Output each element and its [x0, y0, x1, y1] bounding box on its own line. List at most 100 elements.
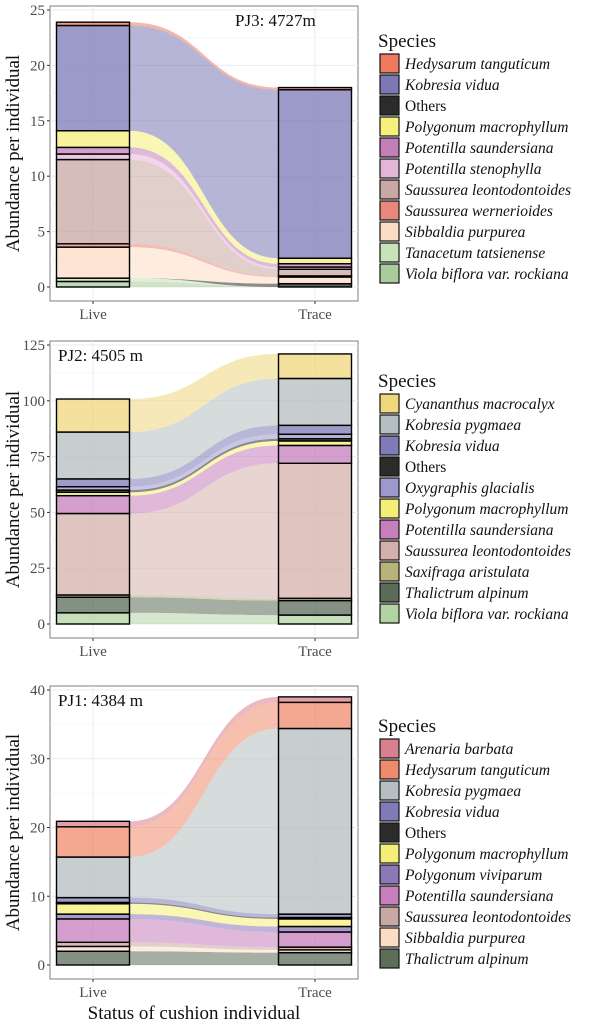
legend-label: Hedysarum tanguticum — [404, 762, 550, 779]
stratum-live-potentilla-saundersiana — [55, 918, 131, 944]
flow-kobresia-pygmaea — [129, 728, 279, 915]
legend-item: Saussurea leontodontoides — [379, 906, 571, 927]
stratum-trace-potentilla-saundersiana — [277, 931, 353, 948]
legend-swatch — [379, 906, 400, 927]
legend-label: Kobresia vidua — [404, 77, 500, 94]
legend-item: Saussurea leontodontoides — [379, 540, 571, 561]
legend-swatch — [379, 74, 400, 95]
legend-item: Kobresia pygmaea — [379, 780, 521, 801]
stratum-trace-kobresia-pygmaea — [277, 727, 353, 915]
legend-swatch — [379, 738, 400, 759]
stratum-trace-thalictrum-alpinum — [277, 599, 353, 616]
legend-item: Hedysarum tanguticum — [379, 759, 550, 780]
x-axis: Live Trace — [79, 979, 332, 1001]
legend-item: Others — [379, 95, 446, 116]
legend-item: Polygonum viviparum — [379, 864, 542, 885]
x-axis: Live Trace — [79, 301, 332, 323]
y-axis-title: Abundance per individual — [3, 391, 24, 588]
legend-swatch — [379, 582, 400, 603]
legend-label: Polygonum macrophyllum — [404, 846, 568, 863]
stratum-live-sibbaldia-purpurea — [55, 246, 131, 279]
legend-item: Viola biflora var. rockiana — [379, 603, 569, 624]
legend-swatch — [379, 540, 400, 561]
legend-swatch — [379, 477, 400, 498]
legend-label: Oxygraphis glacialis — [405, 480, 535, 497]
legend-item: Polygonum macrophyllum — [379, 498, 568, 519]
flow-arenaria-barbata — [129, 696, 279, 827]
legend-item: Thalictrum alpinum — [379, 582, 529, 603]
flow-kobresia-vidua — [129, 25, 279, 259]
stratum-trace-polygonum-macrophyllum — [277, 918, 353, 928]
legend-label: Saussurea wernerioides — [405, 203, 553, 220]
flow-polygonum-macrophyllum — [129, 903, 279, 927]
legend-label: Thalictrum alpinum — [405, 585, 529, 602]
legend-swatch — [379, 519, 400, 540]
panel-label: PJ3: 4727m — [235, 11, 316, 30]
y-axis-title: Abundance per individual — [3, 55, 24, 252]
legend-label: Tanacetum tatsienense — [405, 245, 545, 262]
stratum-trace-hedysarum-tanguticum — [277, 701, 353, 730]
legend-label: Cyananthus macrocalyx — [405, 396, 555, 413]
stratum-live-viola-biflora-var-rockiana — [55, 612, 131, 625]
legend-label: Polygonum viviparum — [404, 867, 542, 884]
flow-viola-biflora-var-rockiana — [129, 281, 279, 287]
legend-label: Saussurea leontodontoides — [405, 182, 571, 199]
y-tick-label: 15 — [30, 114, 45, 130]
legend-swatch — [379, 780, 400, 801]
legend-swatch — [379, 456, 400, 477]
legend-label: Sibbaldia purpurea — [405, 224, 526, 241]
x-axis-title: Status of cushion individual — [88, 1003, 301, 1024]
legend-item: Oxygraphis glacialis — [379, 477, 535, 498]
legend-swatch — [379, 221, 400, 242]
x-tick-label-trace: Trace — [298, 644, 332, 660]
legend-swatch — [379, 393, 400, 414]
legend-label: Others — [405, 459, 446, 476]
stratum-live-saussurea-leontodontoides — [55, 512, 131, 596]
flow-polygonum-macrophyllum — [129, 440, 279, 496]
flow-saxifraga-aristulata — [129, 594, 279, 601]
stratum-live-polygonum-macrophyllum — [55, 903, 131, 915]
y-tick-label: 10 — [30, 169, 45, 185]
flow-hedysarum-tanguticum — [129, 702, 279, 858]
stratum-live-kobresia-pygmaea — [55, 856, 131, 899]
stratum-trace-potentilla-saundersiana — [277, 444, 353, 464]
legend-item: Kobresia vidua — [379, 74, 500, 95]
legend-label: Kobresia pygmaea — [404, 417, 521, 434]
stratum-trace-kobresia-vidua — [277, 89, 353, 259]
legend-label: Sibbaldia purpurea — [405, 930, 526, 947]
stratum-live-saussurea-leontodontoides — [55, 158, 131, 245]
legend-swatch — [379, 179, 400, 200]
y-tick-label: 40 — [30, 683, 45, 699]
legend-item: Viola biflora var. rockiana — [379, 263, 569, 284]
flow-kobresia-pygmaea — [129, 378, 279, 479]
legend-label: Saussurea leontodontoides — [405, 543, 571, 560]
stratum-trace-sibbaldia-purpurea — [277, 276, 353, 285]
strata — [55, 353, 353, 625]
legend-title: Species — [378, 371, 436, 392]
legend-label: Saxifraga aristulata — [405, 564, 530, 581]
flow-others — [129, 278, 279, 287]
stratum-live-potentilla-saundersiana — [55, 146, 131, 155]
legend-swatch — [379, 435, 400, 456]
panel-label: PJ2: 4505 m — [58, 346, 143, 365]
legend-swatch — [379, 801, 400, 822]
y-tick-label: 125 — [23, 338, 46, 354]
legend-item: Potentilla saundersiana — [379, 885, 554, 906]
y-tick-label: 0 — [38, 280, 46, 296]
stratum-live-potentilla-saundersiana — [55, 494, 131, 515]
legend-label: Polygonum macrophyllum — [404, 501, 568, 518]
flow-potentilla-stenophylla — [129, 154, 279, 270]
legend-label: Viola biflora var. rockiana — [405, 606, 569, 623]
legend-swatch — [379, 603, 400, 624]
legend-label: Potentilla saundersiana — [404, 140, 554, 157]
legend-swatch — [379, 116, 400, 137]
x-tick-label-live: Live — [79, 985, 107, 1001]
legend-swatch — [379, 822, 400, 843]
x-tick-label-trace: Trace — [298, 307, 332, 323]
y-axis: 0 10 20 30 40 — [30, 683, 50, 974]
legend: Species Hedysarum tanguticum Kobresia vidu… — [378, 31, 571, 284]
legend-label: Arenaria barbata — [404, 741, 514, 758]
x-tick-label-trace: Trace — [298, 985, 332, 1001]
legend-label: Potentilla saundersiana — [404, 888, 554, 905]
y-tick-label: 20 — [30, 821, 45, 837]
